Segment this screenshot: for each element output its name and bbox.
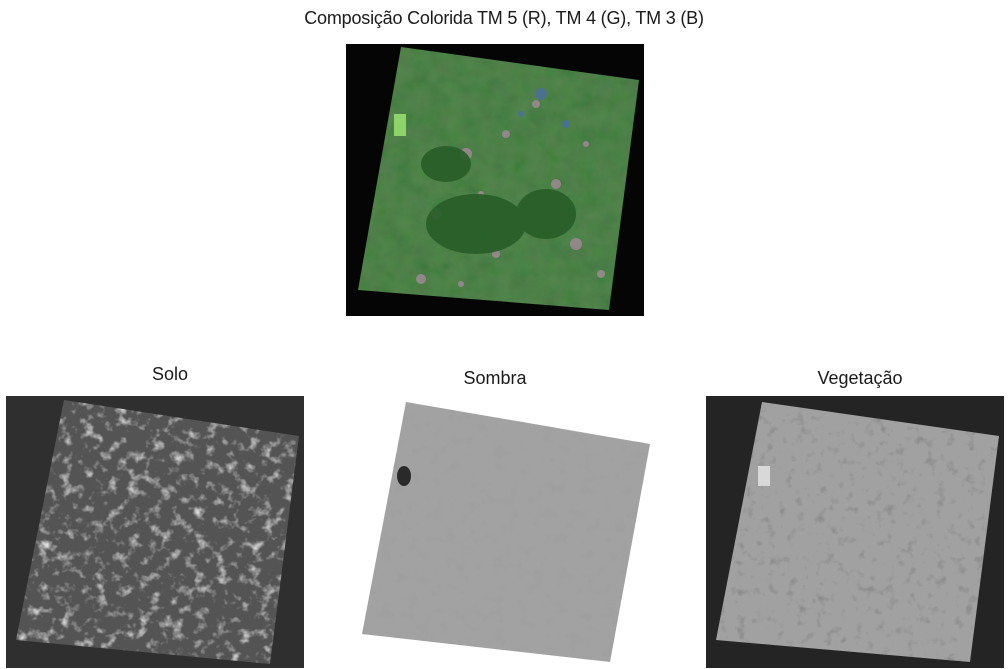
vegetation-label: Vegetação: [817, 368, 903, 388]
composite-clearing-patches: [416, 100, 605, 287]
shade-dark-water: [397, 466, 411, 486]
color-composite-image: [346, 44, 644, 316]
shade-label: Sombra: [463, 368, 527, 388]
soil-fraction-image: [6, 396, 304, 668]
shade-fraction-scene: [362, 402, 650, 662]
vegetation-fraction-scene: [716, 402, 999, 662]
vegetation-fraction-image: [706, 396, 1004, 668]
soil-fraction-scene: [16, 400, 299, 664]
color-composite-scene: [358, 47, 639, 310]
soil-label: Solo: [151, 364, 189, 384]
shade-fraction-image: [356, 396, 654, 668]
composite-dark-forest: [421, 146, 576, 254]
composite-water: [518, 88, 570, 128]
figure-title: Composição Colorida TM 5 (R), TM 4 (G), …: [304, 8, 704, 28]
composite-bright-patch: [394, 114, 406, 136]
vegetation-bright-patch: [758, 466, 770, 486]
